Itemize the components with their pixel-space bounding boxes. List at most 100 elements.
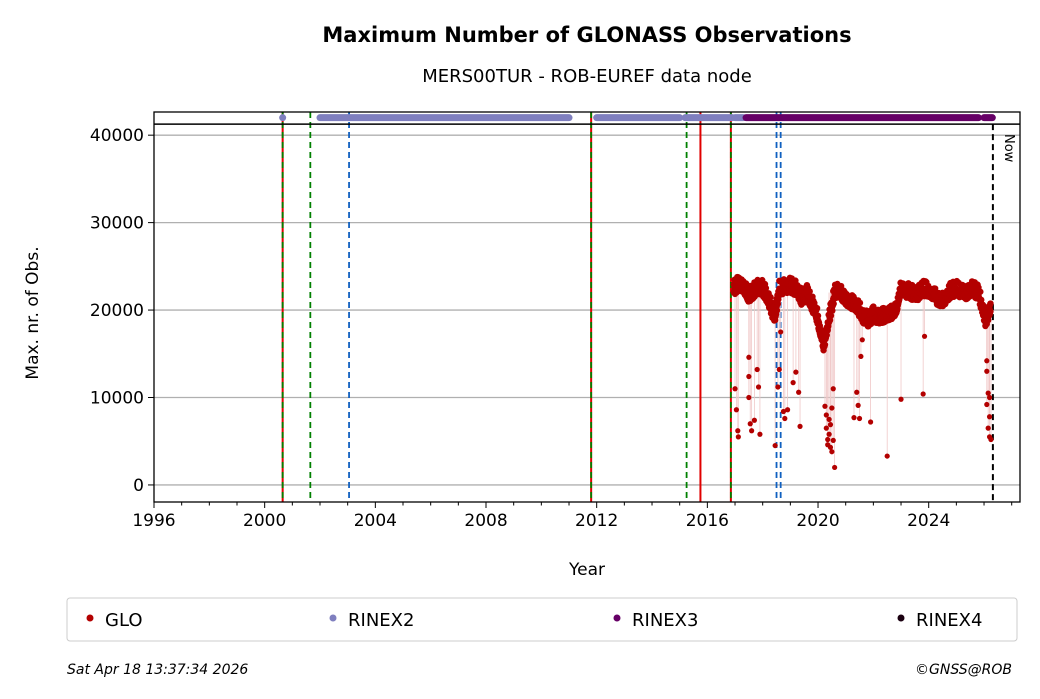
legend-item-glo: GLO (86, 610, 143, 631)
legend-item-rinex2: RINEX2 (329, 610, 414, 631)
glo-outlier-point (746, 394, 752, 401)
axes: 0 10000 20000 30000 40000 1996 2000 2004 2008 201… (90, 126, 1013, 531)
legend-marker (613, 614, 621, 622)
legend-item-rinex4: RINEX4 (897, 610, 982, 631)
glo-outlier-point (751, 417, 757, 423)
legend-label: GLO (105, 610, 143, 631)
glo-point (987, 308, 994, 315)
y-tick-label: 40000 (90, 126, 144, 146)
legend-label: RINEX2 (348, 610, 414, 631)
glo-outlier-point (984, 358, 990, 364)
legend-marker (86, 614, 94, 622)
data-points (730, 273, 994, 471)
glo-outlier-point (754, 366, 760, 373)
glo-outlier-point (827, 422, 834, 428)
x-tick-label: 2012 (575, 511, 618, 531)
glo-outlier-point (778, 329, 784, 335)
glo-point (821, 341, 829, 348)
glo-outlier-point (747, 421, 753, 427)
glo-outlier-point (746, 373, 752, 380)
glo-outlier-point (898, 396, 904, 402)
glo-outlier-point (832, 464, 838, 471)
glo-outlier-point (826, 416, 832, 422)
glo-outlier-point (784, 407, 791, 413)
y-axis-label: Max. nr. of Obs. (23, 246, 43, 379)
format-band (154, 114, 1020, 125)
glo-point (814, 312, 822, 319)
glo-outlier-point (755, 384, 762, 390)
glo-outlier-point (986, 414, 993, 420)
glo-outlier-point (732, 386, 738, 392)
legend-box (66, 597, 1018, 642)
x-tick-label: 2016 (686, 511, 729, 531)
y-tick-label: 10000 (90, 389, 144, 409)
glo-outlier-point (855, 402, 861, 408)
glo-outlier-point (772, 442, 778, 449)
chart-subtitle: MERS00TUR - ROB-EUREF data node (422, 66, 752, 87)
glo-outlier-point (859, 337, 865, 343)
x-tick-label: 2008 (464, 511, 507, 531)
y-tick-label: 20000 (90, 301, 144, 321)
legend-label: RINEX4 (916, 610, 982, 631)
glo-point (856, 299, 864, 307)
glo-outlier-point (746, 354, 752, 360)
now-label: Now (1001, 134, 1016, 163)
glo-outlier-point (823, 425, 829, 431)
glo-outlier-point (796, 389, 802, 395)
glo-outlier-point (749, 428, 755, 434)
glo-outlier-point (984, 368, 990, 374)
glo-outlier-point (920, 391, 926, 397)
glo-outlier-point (782, 415, 788, 422)
glo-outlier-point (825, 436, 831, 443)
glo-point (870, 303, 877, 310)
glo-point (813, 304, 821, 312)
legend-marker (329, 614, 337, 622)
x-tick-label: 1996 (132, 511, 175, 531)
glo-outlier-point (986, 394, 993, 401)
glo-outlier-point (735, 428, 741, 434)
glo-outlier-point (829, 449, 835, 455)
x-tick-label: 2024 (907, 511, 950, 531)
glo-outlier-point (988, 436, 994, 443)
plot-frame (153, 111, 1021, 503)
glo-outlier-point (985, 425, 991, 431)
glo-point (830, 300, 837, 307)
glo-outlier-point (884, 453, 890, 459)
x-axis-label: Year (568, 560, 605, 580)
glo-outlier-point (826, 431, 832, 437)
glo-outlier-point (823, 412, 829, 418)
glo-outlier-point (790, 380, 796, 386)
legend-item-rinex3: RINEX3 (613, 610, 698, 631)
glo-outlier-point (733, 407, 740, 413)
chart-title: Maximum Number of GLONASS Observations (322, 23, 851, 47)
glo-outlier-point (985, 390, 991, 396)
glo-outlier-point (780, 408, 787, 415)
glo-point (987, 300, 994, 307)
glo-outlier-point (775, 384, 781, 390)
glo-outlier-point (858, 353, 864, 360)
glo-outlier-point (797, 423, 803, 429)
glo-point (762, 284, 770, 292)
gridlines (154, 134, 1020, 486)
glo-outlier-point (856, 415, 863, 422)
x-tick-label: 2020 (796, 511, 839, 531)
glo-outlier-point (776, 366, 782, 373)
y-tick-label: 30000 (90, 214, 144, 234)
glo-point (837, 282, 845, 290)
glo-outlier-point (854, 389, 860, 395)
glo-outlier-point (921, 333, 928, 339)
glo-outlier-point (757, 431, 763, 437)
glo-point (827, 312, 835, 319)
legend-label: RINEX3 (632, 610, 698, 631)
x-tick-label: 2000 (243, 511, 286, 531)
glo-point (806, 288, 813, 295)
footer-copyright: ©GNSS@ROB (915, 662, 1012, 678)
glo-point (767, 293, 774, 301)
glo-outlier-point (867, 419, 874, 425)
glo-outlier-point (735, 434, 741, 440)
glo-outlier-point (984, 401, 990, 408)
footer-timestamp: Sat Apr 18 13:37:34 2026 (67, 662, 248, 678)
glo-point (773, 307, 781, 314)
glo-outlier-point (830, 386, 836, 392)
